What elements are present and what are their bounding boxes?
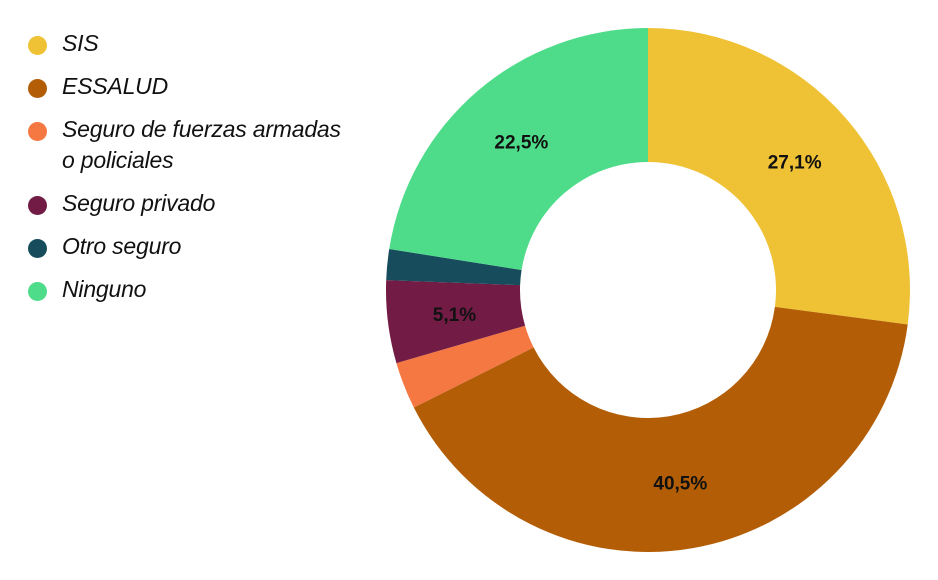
data-label: 27,1% (768, 153, 822, 174)
legend-label: Ninguno (62, 276, 147, 302)
legend-swatch (28, 196, 47, 215)
legend-item: ESSALUD (28, 71, 358, 102)
donut-slice (396, 325, 534, 408)
legend-label: Otro seguro (62, 233, 182, 259)
data-label: 5,1% (433, 305, 476, 326)
donut-slice (386, 249, 522, 286)
legend-item: Seguro de fuerzas armadas o policiales (28, 114, 358, 176)
donut-slice (389, 28, 648, 270)
donut-slice (648, 28, 910, 325)
chart-legend: SIS ESSALUD Seguro de fuerzas armadas o po… (28, 28, 358, 317)
legend-item: Ninguno (28, 274, 358, 305)
donut-slice (385, 280, 526, 364)
data-label: 40,5% (653, 473, 707, 494)
legend-label: SIS (62, 30, 99, 56)
legend-swatch (28, 282, 47, 301)
legend-swatch (28, 79, 47, 98)
data-label: 22,5% (494, 133, 548, 154)
legend-swatch (28, 239, 47, 258)
legend-label: Seguro privado (62, 190, 216, 216)
donut-slice (413, 306, 908, 552)
legend-item: Seguro privado (28, 188, 358, 219)
legend-item: Otro seguro (28, 231, 358, 262)
legend-label: ESSALUD (62, 73, 168, 99)
legend-item: SIS (28, 28, 358, 59)
legend-swatch (28, 36, 47, 55)
legend-label: Seguro de fuerzas armadas o policiales (62, 116, 341, 173)
legend-swatch (28, 122, 47, 141)
